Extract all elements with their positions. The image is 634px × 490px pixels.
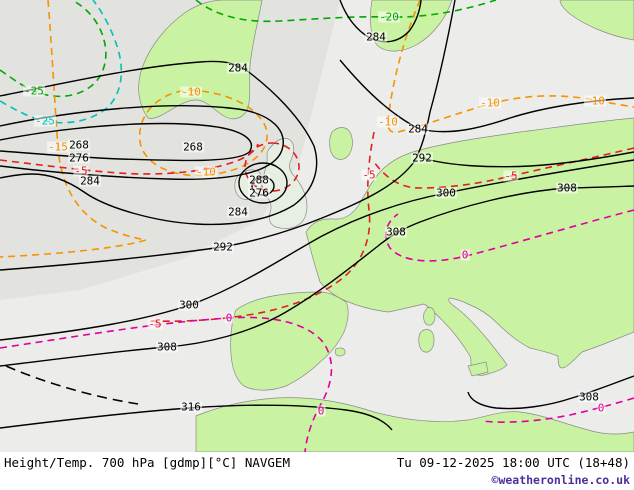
height-contour bbox=[467, 375, 634, 410]
height-contour bbox=[339, 0, 422, 43]
height-contour bbox=[0, 0, 456, 271]
height-contour bbox=[339, 59, 634, 133]
temp-contour bbox=[244, 142, 300, 192]
height-contour bbox=[0, 404, 393, 431]
coast-corsica bbox=[423, 307, 436, 326]
sea-shading bbox=[0, 0, 340, 300]
map-title: Height/Temp. 700 hPa [gdmp][°C] NAVGEM bbox=[4, 455, 290, 470]
temp-contour bbox=[0, 143, 259, 175]
coast-sardinia bbox=[418, 329, 435, 353]
map-datetime: Tu 09-12-2025 18:00 UTC (18+48) bbox=[396, 455, 630, 470]
temp-contour bbox=[0, 316, 333, 452]
coast-northeast bbox=[559, 0, 634, 41]
trough-line bbox=[5, 365, 139, 405]
temp-contour bbox=[195, 0, 497, 23]
height-contours bbox=[0, 0, 634, 431]
temp-contour bbox=[0, 0, 107, 98]
height-contour bbox=[421, 151, 634, 168]
copyright-link[interactable]: ©weatheronline.co.uk bbox=[491, 473, 630, 487]
footer-caption-row: Height/Temp. 700 hPa [gdmp][°C] NAVGEM T… bbox=[4, 455, 630, 470]
coast-balearics bbox=[334, 347, 346, 357]
height-contour bbox=[0, 60, 318, 226]
coast-denmark bbox=[329, 127, 353, 160]
coast-finland bbox=[370, 0, 453, 52]
coast-iberia bbox=[230, 291, 349, 391]
height-contour bbox=[0, 105, 284, 180]
land-layer bbox=[0, 0, 634, 452]
height-contour bbox=[0, 185, 634, 367]
coast-scandinavia bbox=[138, 0, 263, 120]
weather-map: -25 -25 -15 268 276 -5 284 -10 284 -20 284 268 -10 28… bbox=[0, 0, 634, 452]
temp-contour bbox=[481, 397, 634, 423]
footer: Height/Temp. 700 hPa [gdmp][°C] NAVGEM T… bbox=[0, 452, 634, 490]
height-contour bbox=[238, 162, 288, 204]
coast-north-africa bbox=[195, 397, 634, 452]
coast-sicily bbox=[467, 361, 489, 377]
temp-contour bbox=[0, 0, 147, 258]
coast-mainland-europe bbox=[305, 117, 634, 376]
temp-contour bbox=[138, 89, 268, 177]
europe-basemap bbox=[0, 0, 634, 452]
footer-credit-row: ©weatheronline.co.uk bbox=[492, 473, 630, 487]
